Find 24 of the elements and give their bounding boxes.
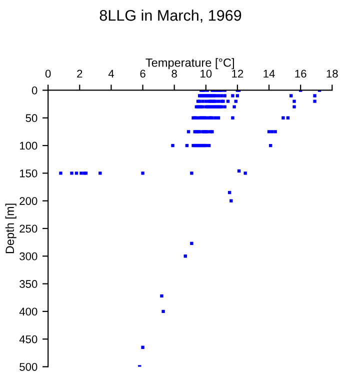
x-tick-label: 4	[108, 70, 114, 78]
x-tick-label: 6	[140, 70, 146, 78]
y-tick-label: 150	[20, 169, 38, 178]
y-tick-label: 350	[20, 280, 38, 288]
y-tick-label: 50	[26, 114, 38, 122]
x-axis-title: Temperature [°C]	[146, 58, 234, 70]
x-tick-label: 12	[232, 70, 244, 78]
y-tick-label: 250	[20, 224, 38, 233]
y-axis-title: Depth [m]	[5, 204, 16, 254]
x-tick-label: 18	[326, 70, 338, 78]
x-tick-label: 10	[200, 70, 212, 78]
y-tick-label: 400	[19, 308, 38, 316]
x-tick-label: 2	[77, 70, 82, 78]
x-tick-label: 8	[172, 70, 177, 78]
x-tick-label: 0	[45, 70, 51, 78]
y-tick-label: 300	[20, 252, 38, 260]
x-tick-label: 14	[264, 70, 275, 78]
chart-title: 8LLG in March, 1969	[100, 10, 242, 23]
y-tick-label: 500	[20, 362, 38, 371]
y-tick-label: 450	[19, 335, 38, 344]
y-tick-label: 100	[20, 142, 38, 150]
y-tick-label: 200	[20, 197, 38, 205]
x-tick-label: 16	[295, 70, 306, 78]
y-tick-label: 0	[32, 86, 38, 94]
